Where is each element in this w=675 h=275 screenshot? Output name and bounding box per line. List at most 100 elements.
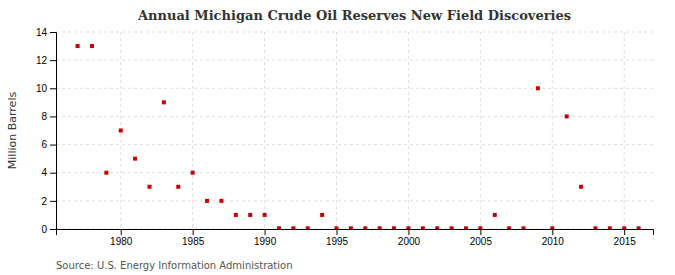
y-tick-mark bbox=[50, 173, 56, 174]
point bbox=[133, 157, 137, 161]
x-tick-label: 2005 bbox=[470, 236, 493, 247]
point bbox=[622, 226, 626, 229]
point bbox=[335, 226, 339, 229]
x-tick-label: 1985 bbox=[182, 236, 205, 247]
point bbox=[248, 213, 252, 217]
y-tick-mark bbox=[50, 229, 56, 230]
point bbox=[421, 226, 425, 229]
x-tick-mark bbox=[121, 229, 122, 235]
x-tick: 2005 bbox=[470, 229, 493, 247]
grid-line-y bbox=[56, 144, 653, 145]
x-tick-label: 2010 bbox=[542, 236, 565, 247]
source: Source: U.S. Energy Information Administ… bbox=[56, 260, 293, 271]
grid-line-x bbox=[192, 32, 193, 229]
x-tick-mark bbox=[408, 229, 409, 235]
y-tick: 14 bbox=[36, 27, 56, 38]
x-tick-label: 2015 bbox=[614, 236, 637, 247]
x-tick-mark bbox=[265, 229, 266, 235]
plot-area: 1980 1985 1990 1995 2000 2005 2010 2015 0 2 4 6 8 10 1… bbox=[36, 27, 654, 247]
point bbox=[593, 226, 597, 229]
point bbox=[205, 199, 209, 203]
point bbox=[104, 171, 108, 175]
y-tick-label: 12 bbox=[36, 55, 48, 66]
point bbox=[263, 213, 267, 217]
y-tick-label: 8 bbox=[41, 111, 47, 122]
x-tick-label: 1980 bbox=[110, 236, 133, 247]
point bbox=[464, 226, 468, 229]
point bbox=[291, 226, 295, 229]
y-axis: 0 2 4 6 8 10 12 14 bbox=[36, 27, 57, 235]
grid-line-y bbox=[56, 32, 653, 33]
grid-line-x bbox=[336, 32, 337, 229]
y-tick: 8 bbox=[41, 111, 56, 122]
x-tick-mark bbox=[480, 229, 481, 235]
title: Annual Michigan Crude Oil Reserves New F… bbox=[137, 8, 571, 23]
point bbox=[608, 226, 612, 229]
point bbox=[392, 226, 396, 229]
grid-line-y bbox=[56, 60, 653, 61]
point bbox=[435, 226, 439, 229]
x-tick: 2010 bbox=[542, 229, 565, 247]
grid-line-y bbox=[56, 200, 653, 201]
point bbox=[579, 185, 583, 189]
grid-line-x bbox=[480, 32, 481, 229]
point bbox=[219, 199, 223, 203]
x-axis: 1980 1985 1990 1995 2000 2005 2010 2015 bbox=[57, 229, 654, 247]
grid bbox=[56, 32, 653, 229]
point bbox=[306, 226, 310, 229]
point bbox=[349, 226, 353, 229]
y-tick-mark bbox=[50, 116, 56, 117]
point bbox=[90, 44, 94, 48]
y-tick: 12 bbox=[36, 55, 56, 66]
point bbox=[536, 86, 540, 90]
x-axis-line bbox=[57, 230, 654, 236]
y-tick-mark bbox=[50, 201, 56, 202]
point bbox=[119, 129, 123, 133]
y-tick-mark bbox=[50, 32, 56, 33]
point bbox=[522, 226, 526, 229]
points bbox=[76, 44, 641, 229]
y-tick-mark bbox=[50, 145, 56, 146]
point bbox=[493, 213, 497, 217]
grid-line-y bbox=[56, 88, 653, 89]
point bbox=[450, 226, 454, 229]
x-tick-label: 1990 bbox=[254, 236, 277, 247]
y-tick: 4 bbox=[41, 167, 56, 178]
grid-line-y bbox=[56, 116, 653, 117]
y-tick-label: 4 bbox=[41, 167, 47, 178]
y-tick: 10 bbox=[36, 83, 56, 94]
point bbox=[406, 226, 410, 229]
point bbox=[76, 44, 80, 48]
x-tick-label: 2000 bbox=[398, 236, 421, 247]
x-tick-mark bbox=[552, 229, 553, 235]
y-tick-label: 14 bbox=[36, 27, 48, 38]
grid-line-x bbox=[408, 32, 409, 229]
point bbox=[637, 226, 641, 229]
point bbox=[565, 114, 569, 118]
x-tick: 2015 bbox=[614, 229, 637, 247]
grid-line-x bbox=[264, 32, 265, 229]
point bbox=[277, 226, 281, 229]
y-tick-label: 10 bbox=[36, 83, 48, 94]
point bbox=[378, 226, 382, 229]
x-tick-label: 1995 bbox=[326, 236, 349, 247]
x-tick: 1985 bbox=[182, 229, 205, 247]
y-tick-label: 2 bbox=[41, 196, 47, 207]
y-tick-mark bbox=[50, 60, 56, 61]
chart: 1980 1985 1990 1995 2000 2005 2010 2015 0 2 4 6 8 10 1… bbox=[0, 0, 675, 275]
point bbox=[550, 226, 554, 229]
x-tick: 1990 bbox=[254, 229, 277, 247]
x-tick: 2000 bbox=[398, 229, 421, 247]
y-axis-label: Million Barrels bbox=[6, 92, 19, 170]
y-tick: 6 bbox=[41, 139, 56, 150]
x-tick: 1980 bbox=[110, 229, 133, 247]
x-tick-mark bbox=[337, 229, 338, 235]
y-tick-label: 0 bbox=[41, 224, 47, 235]
point bbox=[363, 226, 367, 229]
x-tick-mark bbox=[624, 229, 625, 235]
y-axis-line bbox=[50, 33, 57, 230]
x-tick-mark bbox=[193, 229, 194, 235]
point bbox=[507, 226, 511, 229]
y-tick-mark bbox=[50, 88, 56, 89]
grid-line-x bbox=[552, 32, 553, 229]
